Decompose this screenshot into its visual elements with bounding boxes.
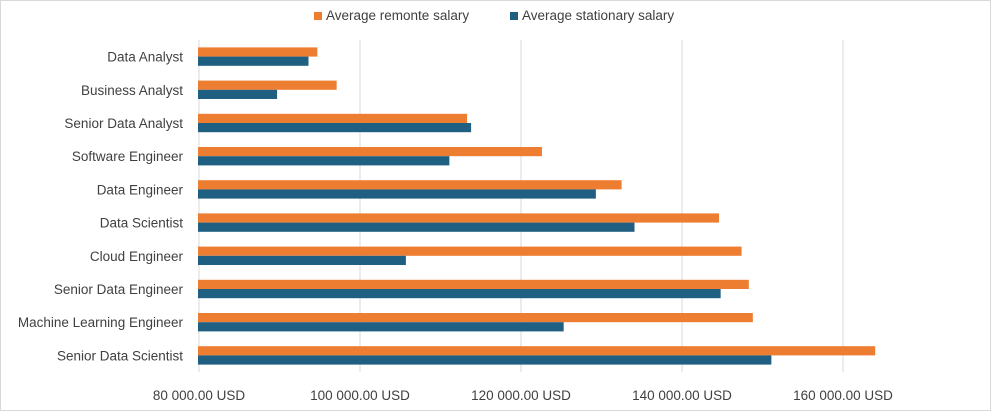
category-label: Senior Data Engineer	[54, 282, 184, 297]
x-tick-label: 120 000.00 USD	[471, 388, 571, 403]
category-label: Senior Data Analyst	[64, 116, 183, 131]
category-label: Data Engineer	[97, 182, 184, 197]
bar-stationary	[198, 355, 772, 365]
bar-remote	[198, 346, 876, 356]
bar-stationary	[198, 322, 564, 332]
bar-remote	[198, 246, 742, 256]
x-axis-tick-labels: 80 000.00 USD 100 000.00 USD 120 000.00 US…	[153, 388, 893, 403]
category-label: Data Analyst	[107, 50, 183, 65]
bar-stationary	[198, 289, 721, 299]
bars	[198, 47, 876, 365]
bar-remote	[198, 213, 720, 223]
category-label: Machine Learning Engineer	[18, 315, 184, 330]
bar-remote	[198, 113, 468, 123]
category-label: Cloud Engineer	[90, 249, 184, 264]
x-tick-label: 100 000.00 USD	[310, 388, 410, 403]
bar-remote	[198, 279, 749, 289]
category-label: Data Scientist	[100, 216, 184, 231]
legend-label: Average stationary salary	[522, 8, 674, 23]
bar-stationary	[198, 189, 596, 199]
legend-label: Average remonte salary	[326, 8, 469, 23]
bar-stationary	[198, 56, 309, 66]
category-label: Business Analyst	[81, 83, 183, 98]
x-tick-label: 160 000.00 USD	[793, 388, 893, 403]
bar-stationary	[198, 89, 278, 99]
category-label: Senior Data Scientist	[57, 348, 183, 363]
bar-remote	[198, 180, 622, 190]
legend: Average remonte salary Average stationary…	[314, 8, 674, 23]
bar-remote	[198, 80, 337, 90]
bar-remote	[198, 147, 542, 157]
x-tick-label: 140 000.00 USD	[632, 388, 732, 403]
x-tick-label: 80 000.00 USD	[153, 388, 246, 403]
category-label: Software Engineer	[72, 149, 184, 164]
y-axis-category-labels: Data Analyst Business Analyst Senior Data …	[18, 50, 184, 364]
bar-stationary	[198, 123, 472, 133]
bar-stationary	[198, 255, 406, 265]
legend-swatch	[314, 12, 322, 20]
bar-stationary	[198, 156, 450, 166]
bar-remote	[198, 313, 753, 323]
bar-stationary	[198, 222, 635, 232]
legend-swatch	[510, 12, 518, 20]
bar-remote	[198, 47, 318, 57]
